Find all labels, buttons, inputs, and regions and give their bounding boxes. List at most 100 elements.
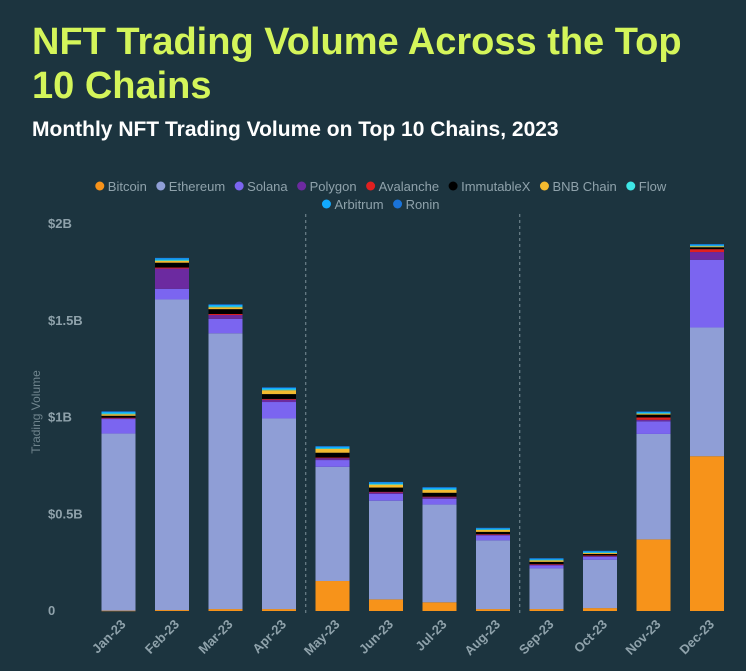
bar-segment [208, 313, 243, 315]
bar-segment [315, 448, 350, 449]
bar-segment [690, 246, 724, 248]
bar-segment [369, 482, 403, 484]
bar-segment [422, 602, 457, 611]
legend-label: Ethereum [169, 179, 225, 194]
bar-segment [262, 418, 296, 610]
legend-marker [366, 181, 376, 191]
legend-marker [95, 181, 105, 191]
bar-segment [262, 387, 296, 390]
bar-segment [369, 481, 403, 483]
bar-segment [155, 610, 189, 611]
bar-segment [208, 304, 243, 305]
bar-segment [636, 433, 671, 540]
bar-segment [155, 268, 189, 289]
legend-label: Avalanche [379, 179, 439, 194]
bar-segment [315, 457, 350, 459]
bar-segment [690, 245, 724, 247]
bar-segment [690, 249, 724, 253]
bar-segment [583, 555, 617, 557]
legend-marker [321, 199, 331, 209]
legend-label: Solana [247, 179, 288, 194]
y-tick-label: $0.5B [48, 506, 83, 521]
bar-segment [155, 260, 189, 263]
bar-segment [208, 314, 243, 319]
bar-segment [101, 417, 136, 419]
bar-segment [529, 561, 564, 565]
bar-segment [422, 489, 457, 490]
bar-segment [583, 559, 617, 609]
bar-segment [636, 417, 671, 420]
bar-segment [583, 550, 617, 552]
bar-segment [422, 492, 457, 497]
bar-segment [690, 247, 724, 250]
bar-segment [583, 553, 617, 556]
bar-segment [369, 491, 403, 493]
bar-segment [315, 460, 350, 467]
bar-segment [690, 252, 724, 260]
bar-segment [155, 288, 189, 300]
bar-segment [476, 534, 510, 535]
x-tick-label: Aug-23 [461, 617, 503, 659]
legend-label: Flow [639, 179, 667, 194]
bar-segment [476, 609, 510, 611]
bar-segment [476, 534, 510, 536]
bar-segment [476, 535, 510, 541]
legend-label: Arbitrum [334, 197, 383, 212]
bar-segment [315, 458, 350, 461]
bar-segment [315, 581, 350, 611]
bar-segment [369, 599, 403, 611]
bar-segment [690, 244, 724, 246]
legend-marker [156, 181, 166, 191]
bar-segment [422, 497, 457, 499]
x-tick-label: Jan-23 [89, 617, 129, 657]
bar-segment [101, 413, 136, 415]
bar-segment [315, 446, 350, 447]
bar-segment [690, 327, 724, 457]
bar-segment [315, 448, 350, 453]
bar-segment [583, 551, 617, 553]
bar-segment [315, 466, 350, 582]
bar-segment [369, 487, 403, 492]
bar-segment [636, 411, 671, 413]
x-tick-label: Nov-23 [622, 617, 663, 658]
bar-segment [422, 496, 457, 498]
bar-segment [422, 498, 457, 505]
bar-segment [369, 484, 403, 488]
legend-marker [234, 181, 244, 191]
bar-segment [262, 402, 296, 419]
bar-segment [636, 421, 671, 434]
legend-label: Bitcoin [108, 179, 147, 194]
y-tick-label: 0 [48, 603, 55, 618]
bar-segment [262, 387, 296, 388]
x-tick-label: May-23 [301, 617, 343, 659]
bar-segment [155, 259, 189, 261]
legend-label: Polygon [310, 179, 357, 194]
chart-title: NFT Trading Volume Across the Top 10 Cha… [32, 21, 682, 107]
legend-label: BNB Chain [552, 179, 616, 194]
bar-segment [690, 259, 724, 328]
x-tick-label: Mar-23 [195, 617, 235, 657]
bar-segment [529, 565, 564, 569]
x-tick-label: Jul-23 [412, 617, 449, 654]
bar-segment [369, 500, 403, 600]
bar-segment [369, 493, 403, 501]
y-tick-label: $2B [48, 216, 72, 231]
bar-segment [476, 529, 510, 530]
y-tick-label: $1.5B [48, 313, 83, 328]
bar-segment [690, 244, 724, 245]
bar-segment [101, 414, 136, 416]
bar-segment [208, 307, 243, 310]
bar-segment [422, 487, 457, 490]
y-axis-title: Trading Volume [29, 370, 43, 454]
bar-segment [101, 411, 136, 412]
bar-segment [529, 560, 564, 562]
bar-segment [529, 568, 564, 610]
bar-segment [155, 299, 189, 611]
x-tick-label: Jun-23 [356, 617, 396, 657]
bar-segment [636, 419, 671, 422]
bar-segment [262, 390, 296, 395]
x-tick-label: Feb-23 [142, 617, 182, 657]
bar-segment [208, 304, 243, 307]
bar-segment [101, 418, 136, 420]
